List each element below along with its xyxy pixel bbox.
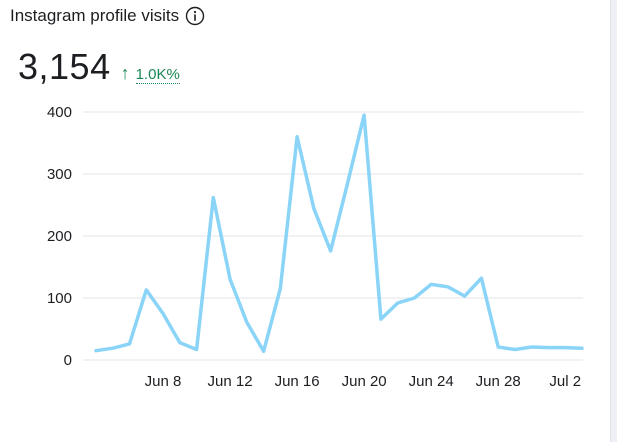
data-point[interactable] <box>443 282 453 292</box>
data-point[interactable] <box>527 342 537 352</box>
info-icon[interactable] <box>185 6 205 26</box>
x-tick-label: Jul 2 <box>549 373 581 390</box>
data-point[interactable] <box>326 246 336 256</box>
data-point[interactable] <box>141 285 151 295</box>
data-point[interactable] <box>192 344 202 354</box>
x-tick-label: Jun 16 <box>275 373 320 390</box>
data-point[interactable] <box>292 132 302 142</box>
data-point[interactable] <box>376 314 386 324</box>
data-point[interactable] <box>510 344 520 354</box>
total-visits-value: 3,154 <box>18 46 111 87</box>
y-tick-label: 0 <box>64 352 72 369</box>
data-point[interactable] <box>393 298 403 308</box>
arrow-up-icon: ↑ <box>120 63 130 83</box>
data-point[interactable] <box>175 338 185 348</box>
data-point[interactable] <box>543 343 553 353</box>
y-tick-label: 300 <box>47 166 72 183</box>
y-tick-label: 100 <box>47 290 72 307</box>
data-point[interactable] <box>476 273 486 283</box>
metric-summary: 3,154 ↑ 1.0K% <box>18 46 180 88</box>
data-point[interactable] <box>275 284 285 294</box>
data-point[interactable] <box>493 342 503 352</box>
card-title: Instagram profile visits <box>10 6 180 25</box>
x-tick-label: Jun 28 <box>476 373 521 390</box>
series-line <box>94 113 584 354</box>
data-point[interactable] <box>225 274 235 284</box>
data-point[interactable] <box>125 339 135 349</box>
y-tick-label: 200 <box>47 228 72 245</box>
delta-badge: ↑ 1.0K% <box>121 63 180 84</box>
x-tick-label: Jun 8 <box>145 373 182 390</box>
x-tick-label: Jun 24 <box>409 373 454 390</box>
data-point[interactable] <box>359 110 369 120</box>
y-tick-label: 400 <box>47 104 72 121</box>
data-point[interactable] <box>158 309 168 319</box>
x-tick-label: Jun 12 <box>208 373 253 390</box>
data-point[interactable] <box>91 346 101 356</box>
data-point[interactable] <box>342 179 352 189</box>
data-point[interactable] <box>426 279 436 289</box>
data-point[interactable] <box>577 343 587 353</box>
card-header: Instagram profile visits <box>10 6 205 26</box>
data-point[interactable] <box>560 343 570 353</box>
data-point[interactable] <box>108 343 118 353</box>
data-point[interactable] <box>259 346 269 356</box>
data-point[interactable] <box>208 193 218 203</box>
data-point[interactable] <box>460 291 470 301</box>
delta-percent[interactable]: 1.0K% <box>135 66 180 84</box>
data-point[interactable] <box>409 293 419 303</box>
data-point[interactable] <box>309 204 319 214</box>
data-point[interactable] <box>242 317 252 327</box>
x-tick-label: Jun 20 <box>342 373 387 390</box>
